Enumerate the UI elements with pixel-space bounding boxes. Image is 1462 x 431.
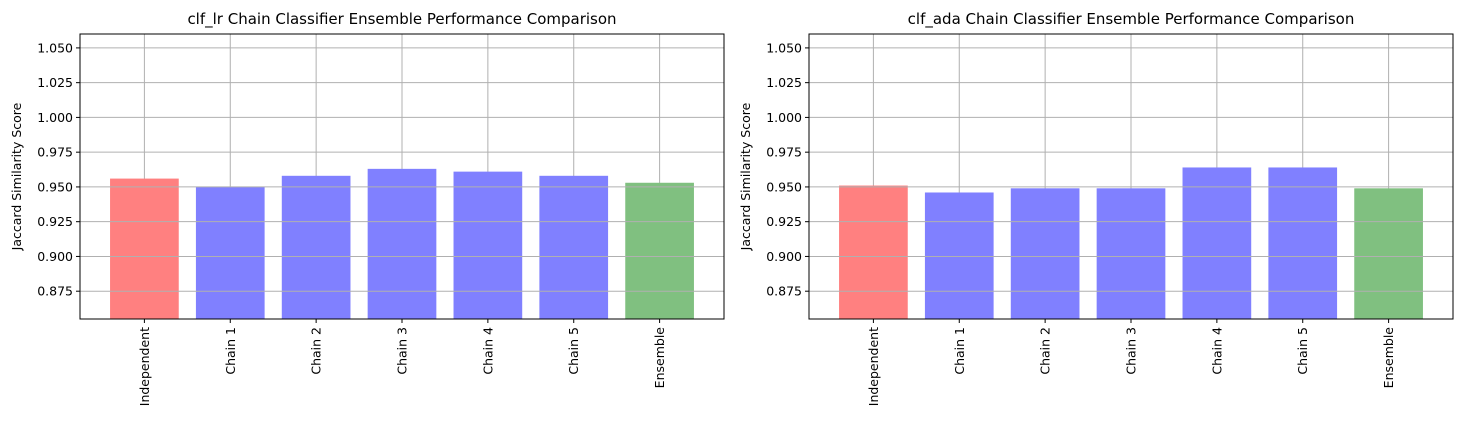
- bar-chain-2: [281, 175, 351, 319]
- x-tick-label: Ensemble: [1381, 327, 1396, 389]
- x-tick-label: Chain 1: [952, 327, 967, 375]
- x-tick-label: Chain 5: [1295, 327, 1310, 375]
- x-tick-label: Chain 3: [395, 327, 410, 375]
- bar-chain-1: [195, 186, 265, 319]
- bar-chain-2: [1010, 188, 1080, 319]
- bar-chain-3: [1096, 188, 1166, 319]
- bar-chain-5: [539, 175, 609, 319]
- bar-ensemble: [1354, 188, 1423, 319]
- y-tick-label: 0.950: [37, 179, 73, 194]
- chart-title: clf_ada Chain Classifier Ensemble Perfor…: [908, 10, 1355, 29]
- bar-chain-4: [453, 171, 523, 319]
- bar-chain-4: [1182, 167, 1252, 319]
- y-tick-label: 1.050: [37, 40, 73, 55]
- y-tick-label: 0.875: [766, 284, 802, 299]
- bar-chain-1: [924, 192, 994, 319]
- y-tick-label: 0.925: [37, 214, 73, 229]
- x-tick-label: Chain 2: [309, 327, 324, 375]
- bar-chain-3: [367, 168, 437, 319]
- bar-independent: [839, 185, 908, 319]
- chart-panel-1: 0.875 0.900 0.925 0.950 0.975 1.000 1.025 1.050…: [9, 10, 725, 406]
- x-tick-label: Chain 5: [566, 327, 581, 375]
- x-tick-label: Chain 4: [480, 327, 495, 375]
- y-tick-label: 0.975: [37, 145, 73, 160]
- y-tick-label: 1.050: [766, 40, 802, 55]
- y-tick-label: 1.025: [37, 75, 73, 90]
- y-tick-label: 1.000: [766, 110, 802, 125]
- x-tick-label: Chain 1: [223, 327, 238, 375]
- x-tick-label: Independent: [866, 327, 881, 406]
- bar-ensemble: [625, 182, 694, 319]
- x-tick-label: Ensemble: [652, 327, 667, 389]
- chart-panel-2: 0.875 0.900 0.925 0.950 0.975 1.000 1.025 1.050…: [738, 10, 1454, 406]
- x-tick-label: Independent: [137, 327, 152, 406]
- y-tick-label: 0.950: [766, 179, 802, 194]
- x-tick-label: Chain 2: [1038, 327, 1053, 375]
- y-tick-label: 0.875: [37, 284, 73, 299]
- y-tick-label: 1.025: [766, 75, 802, 90]
- y-axis-label: Jaccard Similarity Score: [9, 102, 24, 251]
- y-axis-label: Jaccard Similarity Score: [738, 102, 753, 251]
- y-tick-label: 1.000: [37, 110, 73, 125]
- x-tick-label: Chain 4: [1209, 327, 1224, 375]
- y-tick-label: 0.975: [766, 145, 802, 160]
- y-tick-label: 0.900: [37, 249, 73, 264]
- bar-chain-5: [1268, 167, 1338, 319]
- chart-title: clf_lr Chain Classifier Ensemble Perform…: [187, 10, 616, 29]
- y-tick-label: 0.925: [766, 214, 802, 229]
- y-tick-label: 0.900: [766, 249, 802, 264]
- bar-independent: [110, 178, 179, 319]
- x-tick-label: Chain 3: [1124, 327, 1139, 375]
